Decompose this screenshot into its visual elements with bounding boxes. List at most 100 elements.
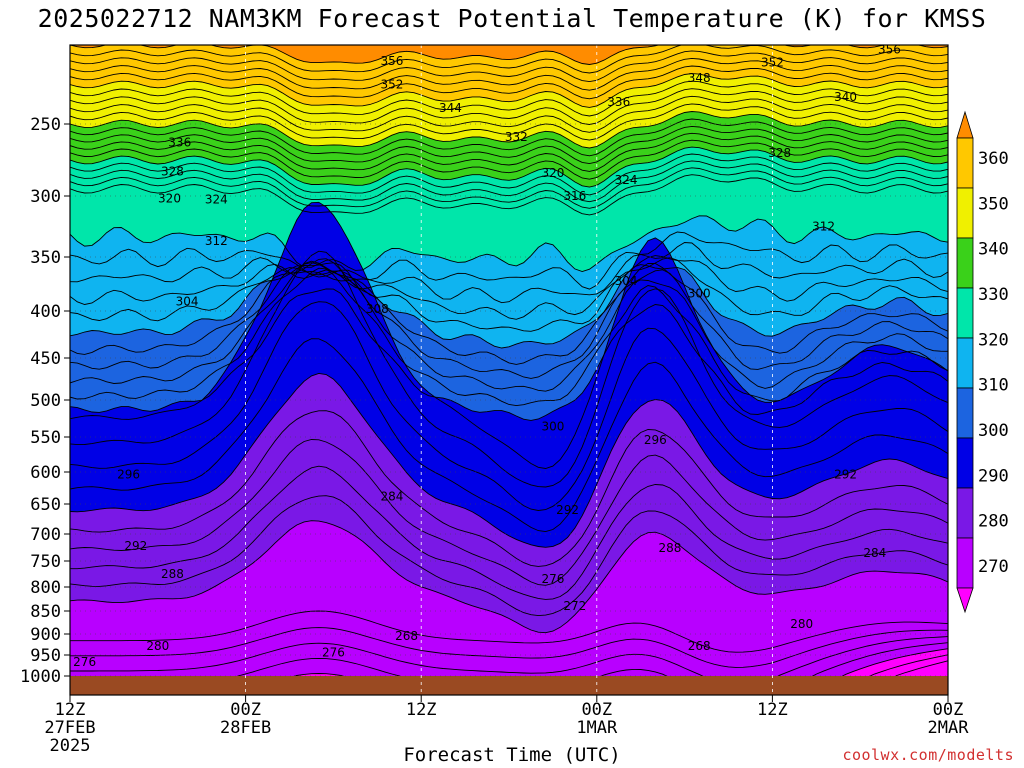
contour-label: 284 — [380, 489, 403, 503]
contour-labels: 356 352 344 336 332 336 348 352 356 340 328 328 320 3… — [73, 43, 901, 669]
colorbar-box — [956, 387, 974, 439]
ground-below-surface — [70, 676, 948, 695]
contour-276 — [70, 627, 948, 668]
x-tick-label: 00Z — [581, 700, 612, 720]
contour-label: 336 — [168, 136, 191, 150]
colorbar-label: 300 — [978, 421, 1009, 441]
colorbar-box — [956, 237, 974, 289]
y-tick-label: 650 — [30, 495, 61, 515]
contour-label: 296 — [644, 433, 667, 447]
y-tick-label: 400 — [30, 302, 61, 322]
contour-356 — [70, 50, 948, 83]
contour-340 — [70, 111, 948, 149]
contour-308 — [70, 258, 948, 365]
contour-274 — [70, 636, 948, 689]
contour-label: 292 — [124, 539, 147, 553]
y-tick-label: 750 — [30, 552, 61, 572]
contour-292 — [70, 338, 948, 533]
contour-322 — [70, 174, 948, 216]
y-tick-label: 450 — [30, 349, 61, 369]
contour-336 — [70, 125, 948, 165]
contour-label: 312 — [205, 234, 228, 248]
colorbar-box — [956, 287, 974, 339]
contour-label: 328 — [768, 146, 791, 160]
contour-label: 268 — [395, 629, 418, 643]
colorbar-label: 270 — [978, 557, 1009, 577]
contour-352 — [70, 65, 948, 100]
colorbar-label: 310 — [978, 376, 1009, 396]
colorbar-label: 290 — [978, 466, 1009, 486]
contour-label: 276 — [73, 655, 96, 669]
contour-label: 340 — [834, 90, 857, 104]
contour-332 — [70, 139, 948, 180]
contour-label: 280 — [790, 617, 813, 631]
colorbar-box — [956, 537, 974, 589]
contour-label: 304 — [176, 294, 199, 308]
contour-label: 328 — [161, 165, 184, 179]
contour-label: 284 — [863, 546, 886, 560]
contour-label: 332 — [505, 130, 528, 144]
y-tick-label: 850 — [30, 602, 61, 622]
colorbar-label: 350 — [978, 194, 1009, 214]
contour-label: 356 — [878, 43, 901, 57]
contour-298 — [70, 201, 948, 469]
contour-label: 276 — [541, 572, 564, 586]
x-tick-label: 12Z — [757, 700, 788, 720]
contour-label: 288 — [659, 541, 682, 555]
contour-label: 352 — [761, 55, 784, 69]
contour-360 — [70, 45, 948, 65]
contour-label: 276 — [322, 645, 345, 659]
contour-label: 304 — [615, 274, 638, 288]
contour-342 — [70, 103, 948, 141]
contour-318 — [70, 231, 948, 290]
colorbar-box — [956, 137, 974, 189]
contour-label: 308 — [366, 302, 389, 316]
contour-306 — [70, 262, 948, 379]
contour-290 — [70, 372, 948, 548]
contour-label: 324 — [615, 173, 638, 187]
x-tick-label: 28FEB — [220, 718, 271, 738]
contour-350 — [70, 73, 948, 108]
grid-lines — [70, 45, 948, 695]
colorbar-box — [956, 337, 974, 389]
contour-label: 280 — [146, 639, 169, 653]
y-tick-label: 950 — [30, 646, 61, 666]
contour-324 — [70, 167, 948, 209]
colorbar-label: 280 — [978, 512, 1009, 532]
contour-label: 356 — [380, 54, 403, 68]
contour-label: 344 — [439, 101, 462, 115]
x-axis-label: Forecast Time (UTC) — [403, 744, 621, 766]
x-tick-label: 00Z — [933, 700, 964, 720]
x-tick-label: 27FEB — [44, 718, 95, 738]
contour-label: 312 — [812, 220, 835, 234]
x-tick-label: 00Z — [230, 700, 261, 720]
colorbar-label: 320 — [978, 330, 1009, 350]
x-tick-label: 12Z — [55, 700, 86, 720]
contour-304 — [70, 260, 948, 392]
pressure-axis: 250 300 350 400 450 500 550 600 650 700 750 800 850 9… — [20, 115, 70, 687]
colorbar-label: 340 — [978, 240, 1009, 260]
contour-354 — [70, 57, 948, 91]
contour-314 — [70, 255, 948, 320]
contour-label: 316 — [563, 189, 586, 203]
site-credit[interactable]: coolwx.com/modelts — [842, 746, 1014, 764]
contour-326 — [70, 160, 948, 203]
contour-label: 320 — [541, 166, 564, 180]
contour-312 — [70, 257, 948, 332]
theta-contour-lines — [70, 45, 948, 695]
contour-334 — [70, 132, 948, 172]
contour-label: 336 — [607, 95, 630, 109]
contour-280 — [70, 520, 948, 634]
contour-label: 296 — [117, 468, 140, 482]
contour-296 — [70, 250, 948, 488]
y-tick-label: 900 — [30, 625, 61, 645]
y-tick-label: 250 — [30, 115, 61, 135]
colorbar-label: 330 — [978, 285, 1009, 305]
x-tick-label: 12Z — [406, 700, 437, 720]
colorbar-box — [956, 187, 974, 239]
y-tick-label: 800 — [30, 578, 61, 598]
contour-320 — [70, 215, 948, 272]
contour-328 — [70, 153, 948, 196]
contour-284 — [70, 465, 948, 600]
